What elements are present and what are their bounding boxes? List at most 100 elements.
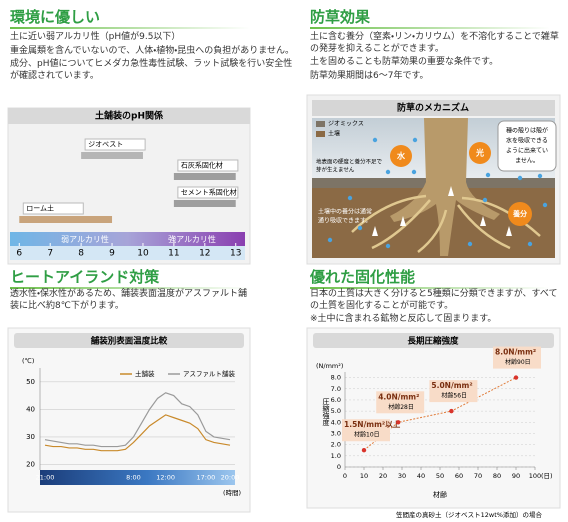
zone-label: 弱アルカリ性	[61, 234, 109, 244]
y-axis-label: 圧縮強度	[322, 398, 330, 427]
bar-label: ローム土	[26, 204, 54, 213]
paragraph: 重金属類を含んでいないので、人体・植物・昆虫への負担がありません。	[10, 45, 295, 56]
point-note: 材齢10日	[354, 431, 380, 439]
icon-water	[390, 145, 412, 167]
y-tick-label: 50	[26, 378, 35, 386]
title-band	[14, 333, 244, 348]
label-box	[493, 346, 541, 369]
surface-note: 芽が生えません	[316, 166, 355, 174]
callout-text: ません。	[515, 158, 539, 165]
y-tick-label: 8.0	[331, 374, 341, 382]
section-text: 土に近い弱アルカリ性（pH値が9.5以下） 重金属類を含んでいないので、人体・植…	[10, 32, 295, 84]
arrows	[372, 186, 512, 236]
point-note: 材齢90日	[505, 358, 531, 366]
bar-label: 石灰系固化材	[181, 161, 223, 170]
icon-light	[469, 142, 491, 164]
x-tick-label: 20	[379, 472, 387, 480]
legend-label: アスファルト舗装	[183, 369, 236, 378]
legend-swatch	[316, 121, 325, 127]
y-tick-label: 0	[337, 463, 341, 471]
soil-note: 通り吸収できます。	[318, 217, 371, 225]
roots	[351, 194, 541, 253]
data-point	[361, 448, 367, 453]
y-tick-label: 3.0	[331, 429, 341, 437]
range-bar	[173, 173, 236, 180]
callout-box	[497, 120, 557, 172]
title-band	[312, 100, 555, 116]
range-bar	[19, 216, 113, 223]
x-tick-label: 12	[199, 249, 210, 259]
ph-number-band	[10, 246, 245, 260]
section-heading: 防草効果	[310, 6, 555, 29]
x-unit: (日)	[541, 472, 553, 480]
time-band	[40, 470, 235, 485]
x-axis-label: 材齢	[433, 490, 447, 499]
x-tick-label: 17:00	[197, 474, 216, 482]
x-tick-label: 9	[109, 249, 115, 259]
weed-diagram: 防草のメカニズム ジオミックス 土壌 水 光 養分	[306, 94, 561, 265]
x-tick-label: 50	[436, 472, 444, 480]
range-bar	[81, 152, 143, 159]
y-tick-label: 4.0	[331, 418, 341, 426]
icon-label: 光	[475, 148, 484, 158]
range-bar	[173, 200, 236, 207]
value-label: 1.5N/mm²以上	[344, 419, 401, 429]
title-band	[8, 108, 250, 124]
x-tick-label: 21:00	[36, 474, 55, 482]
x-tick-label: 30	[398, 472, 406, 480]
y-tick-label: 6.0	[331, 396, 341, 404]
x-tick-label: 20:00	[221, 474, 240, 482]
paragraph: 土に近い弱アルカリ性（pH値が9.5以下）	[10, 32, 181, 42]
x-tick-label: 8	[78, 249, 84, 259]
x-tick-label: 8:00	[126, 474, 141, 482]
x-unit: (時間)	[223, 489, 241, 497]
y-tick-label: 40	[26, 405, 35, 413]
x-tick-label: 90	[512, 472, 520, 480]
y-tick-label: 20	[26, 460, 35, 468]
callout-text: ように出来てい	[506, 147, 548, 155]
bar-label-box	[84, 138, 146, 151]
diagram-title: 防草のメカニズム	[397, 102, 469, 114]
x-tick-label: 12:00	[156, 474, 175, 482]
x-tick-label: 70	[474, 472, 482, 480]
x-tick-label: 0	[343, 472, 347, 480]
zone-label: 強アルカリ性	[168, 234, 216, 244]
x-tick-label: 60	[455, 472, 463, 480]
y-tick-label: 1.0	[331, 452, 341, 460]
section-heading: 環境に優しい	[10, 6, 255, 29]
data-point	[449, 408, 454, 414]
bar-label: ジオベスト	[88, 141, 123, 149]
y-tick-label: 5.0	[331, 407, 341, 415]
surface-note: 地表面の硬度と養分不足で	[316, 158, 383, 166]
y-tick-label: 2.0	[331, 441, 341, 449]
section-heading: 優れた固化性能	[310, 266, 555, 289]
ph-scale	[10, 232, 245, 246]
series-line	[44, 392, 231, 448]
series-line	[44, 414, 231, 452]
bar-label-box	[177, 159, 239, 172]
soil-note: 土壌中の養分は通常	[318, 208, 372, 216]
x-tick-label: 80	[493, 472, 501, 480]
paragraph: 成分、pH値についてヒメダカ急性毒性試験、ラット試験を行い安全性が確認されていま…	[10, 59, 293, 81]
y-tick-label: 7.0	[331, 385, 341, 393]
paragraph: 土を固めることも防草効果の重要な条件です。	[310, 57, 499, 67]
x-tick-label: 6	[16, 249, 22, 259]
x-tick-label: 11	[168, 249, 179, 259]
data-point	[396, 420, 401, 425]
label-box	[429, 380, 478, 403]
point-note: 材齢56日	[441, 392, 467, 400]
data-point	[513, 375, 519, 380]
legend-label: ジオミックス	[328, 121, 364, 128]
section-text: 透水性・保水性があるため、舗装表面温度がアスファルト舗装に比べ約8℃下がります。	[10, 289, 255, 314]
label-box	[342, 419, 390, 442]
bar-label: セメント系固化材	[181, 188, 237, 197]
x-tick-label: 7	[47, 249, 53, 259]
legend-swatch	[316, 131, 325, 137]
paragraph: 透水性・保水性があるため、舗装表面温度がアスファルト舗装に比べ約8℃下がります。	[10, 289, 248, 311]
legend-label: 土舗装	[135, 369, 155, 378]
tree-trunk	[390, 118, 500, 256]
paragraph: ※土中に含まれる鉱物と反応して固まります。	[310, 314, 497, 324]
chart-title: 長期圧縮強度	[407, 336, 459, 347]
